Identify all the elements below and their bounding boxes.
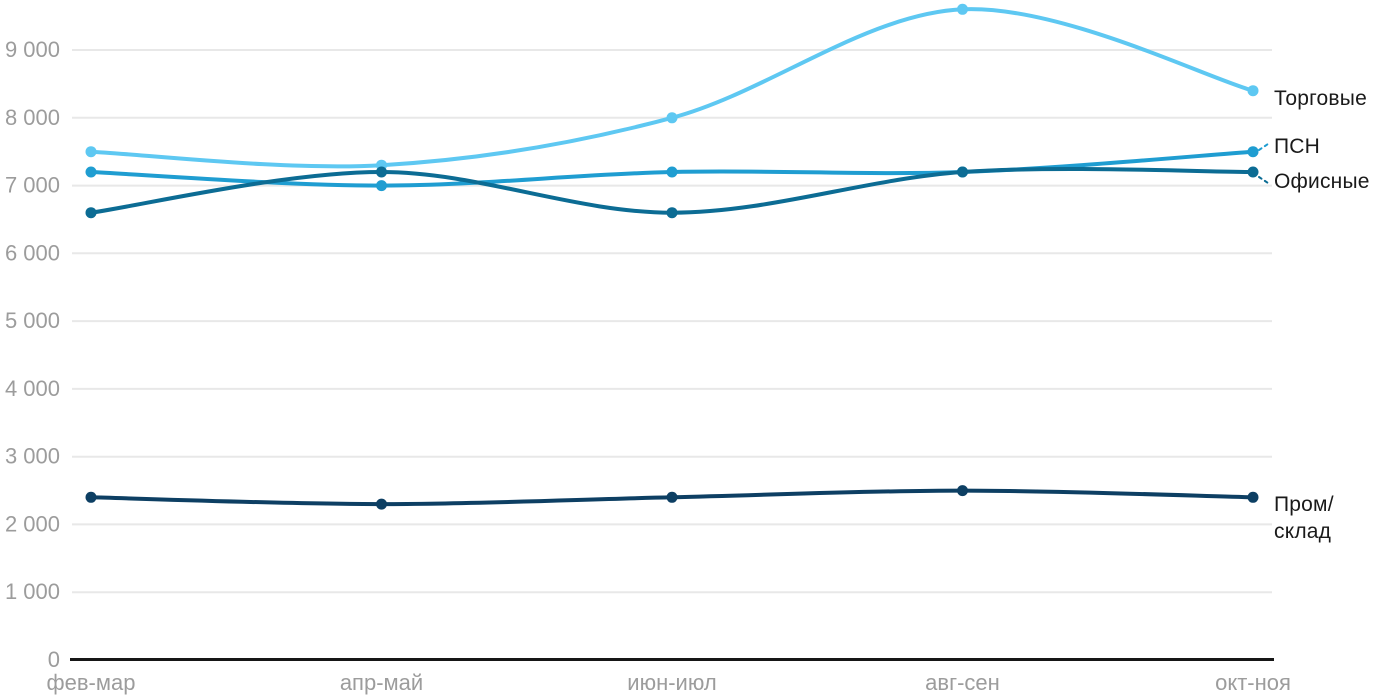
y-tick-label: 9 000: [5, 37, 60, 62]
y-tick-label: 3 000: [5, 444, 60, 469]
label-leader-ofisnye: [1258, 176, 1269, 184]
x-tick-label: фев-мар: [47, 670, 136, 695]
series-dot-prom-sklad: [85, 491, 97, 503]
series-dot-ofisnye: [1247, 166, 1259, 178]
series-dot-ofisnye: [376, 166, 387, 178]
series-dot-torgovye: [1247, 85, 1259, 97]
y-tick-label: 7 000: [5, 173, 60, 198]
label-leader-psn: [1258, 143, 1269, 151]
series-dot-prom-sklad: [376, 498, 387, 510]
series-dot-psn: [1247, 146, 1259, 158]
x-tick-label: июн-июл: [627, 670, 716, 695]
series-label-prom-sklad: Пром/ склад: [1274, 493, 1334, 543]
series-dot-prom-sklad: [1247, 491, 1259, 503]
series-dot-ofisnye: [85, 207, 97, 219]
x-tick-label: авг-сен: [925, 670, 1000, 695]
y-tick-label: 2 000: [5, 511, 60, 536]
series-dot-ofisnye: [957, 166, 968, 178]
series-label-psn: ПСН: [1274, 135, 1321, 158]
series-dot-torgovye: [85, 146, 97, 158]
series-line-torgovye: [89, 7, 1255, 169]
x-tick-label: окт-ноя: [1215, 670, 1291, 695]
series-dot-psn: [666, 166, 678, 178]
series-dot-ofisnye: [666, 207, 678, 219]
y-tick-label: 6 000: [5, 240, 60, 265]
x-tick-label: апр-май: [340, 670, 423, 695]
series-dot-prom-sklad: [957, 485, 968, 497]
y-tick-label: 1 000: [5, 579, 60, 604]
series-dot-psn: [376, 180, 387, 192]
series-dot-torgovye: [957, 3, 968, 15]
y-tick-label: 8 000: [5, 105, 60, 130]
y-tick-label: 0: [48, 647, 60, 672]
series-dot-prom-sklad: [666, 491, 678, 503]
series-label-ofisnye: Офисные: [1274, 170, 1370, 193]
series-dot-torgovye: [666, 112, 678, 124]
y-tick-label: 5 000: [5, 308, 60, 333]
series-label-torgovye: Торговые: [1274, 87, 1367, 110]
y-tick-label: 4 000: [5, 376, 60, 401]
series-dot-psn: [85, 166, 97, 178]
